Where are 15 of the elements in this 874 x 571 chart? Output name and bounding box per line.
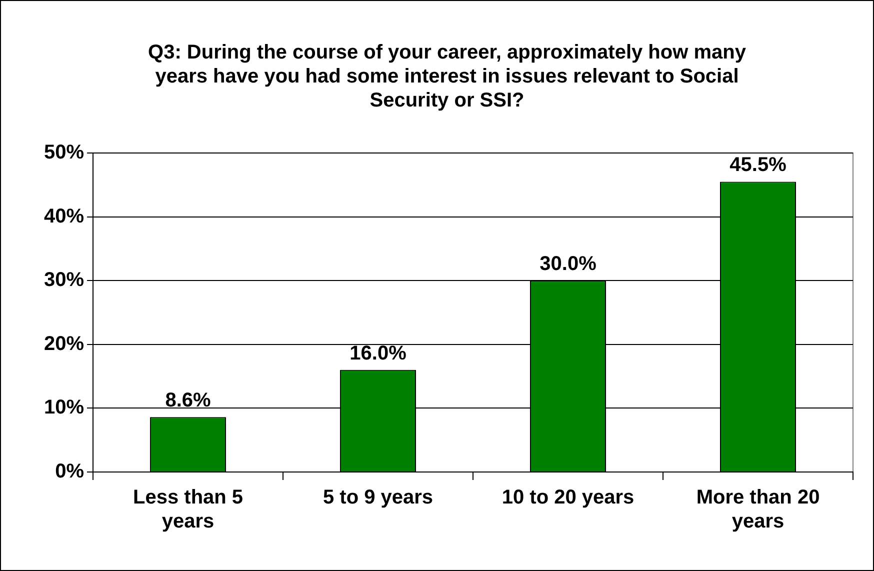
x-tick-label: Less than 5 years bbox=[133, 486, 244, 533]
x-tick-label: More than 20 years bbox=[696, 486, 820, 533]
data-label: 16.0% bbox=[350, 342, 407, 364]
y-tick-label: 40% bbox=[44, 205, 84, 228]
data-label: 8.6% bbox=[165, 390, 212, 412]
data-label: 45.5% bbox=[730, 154, 787, 176]
y-tick-label: 20% bbox=[44, 332, 84, 355]
y-tick-label: 0% bbox=[55, 460, 84, 483]
y-tick-label: 50% bbox=[44, 142, 84, 164]
y-tick-label: 30% bbox=[44, 269, 84, 292]
x-tick-label: 10 to 20 years bbox=[502, 486, 634, 509]
data-label: 30.0% bbox=[540, 253, 597, 276]
chart-title: Q3: During the course of your career, approximately how many years have you had some interest in issues relevant to Social Security or SSI? bbox=[148, 42, 747, 112]
y-tick-label: 10% bbox=[44, 396, 84, 419]
x-tick-label: 5 to 9 years bbox=[322, 486, 434, 509]
